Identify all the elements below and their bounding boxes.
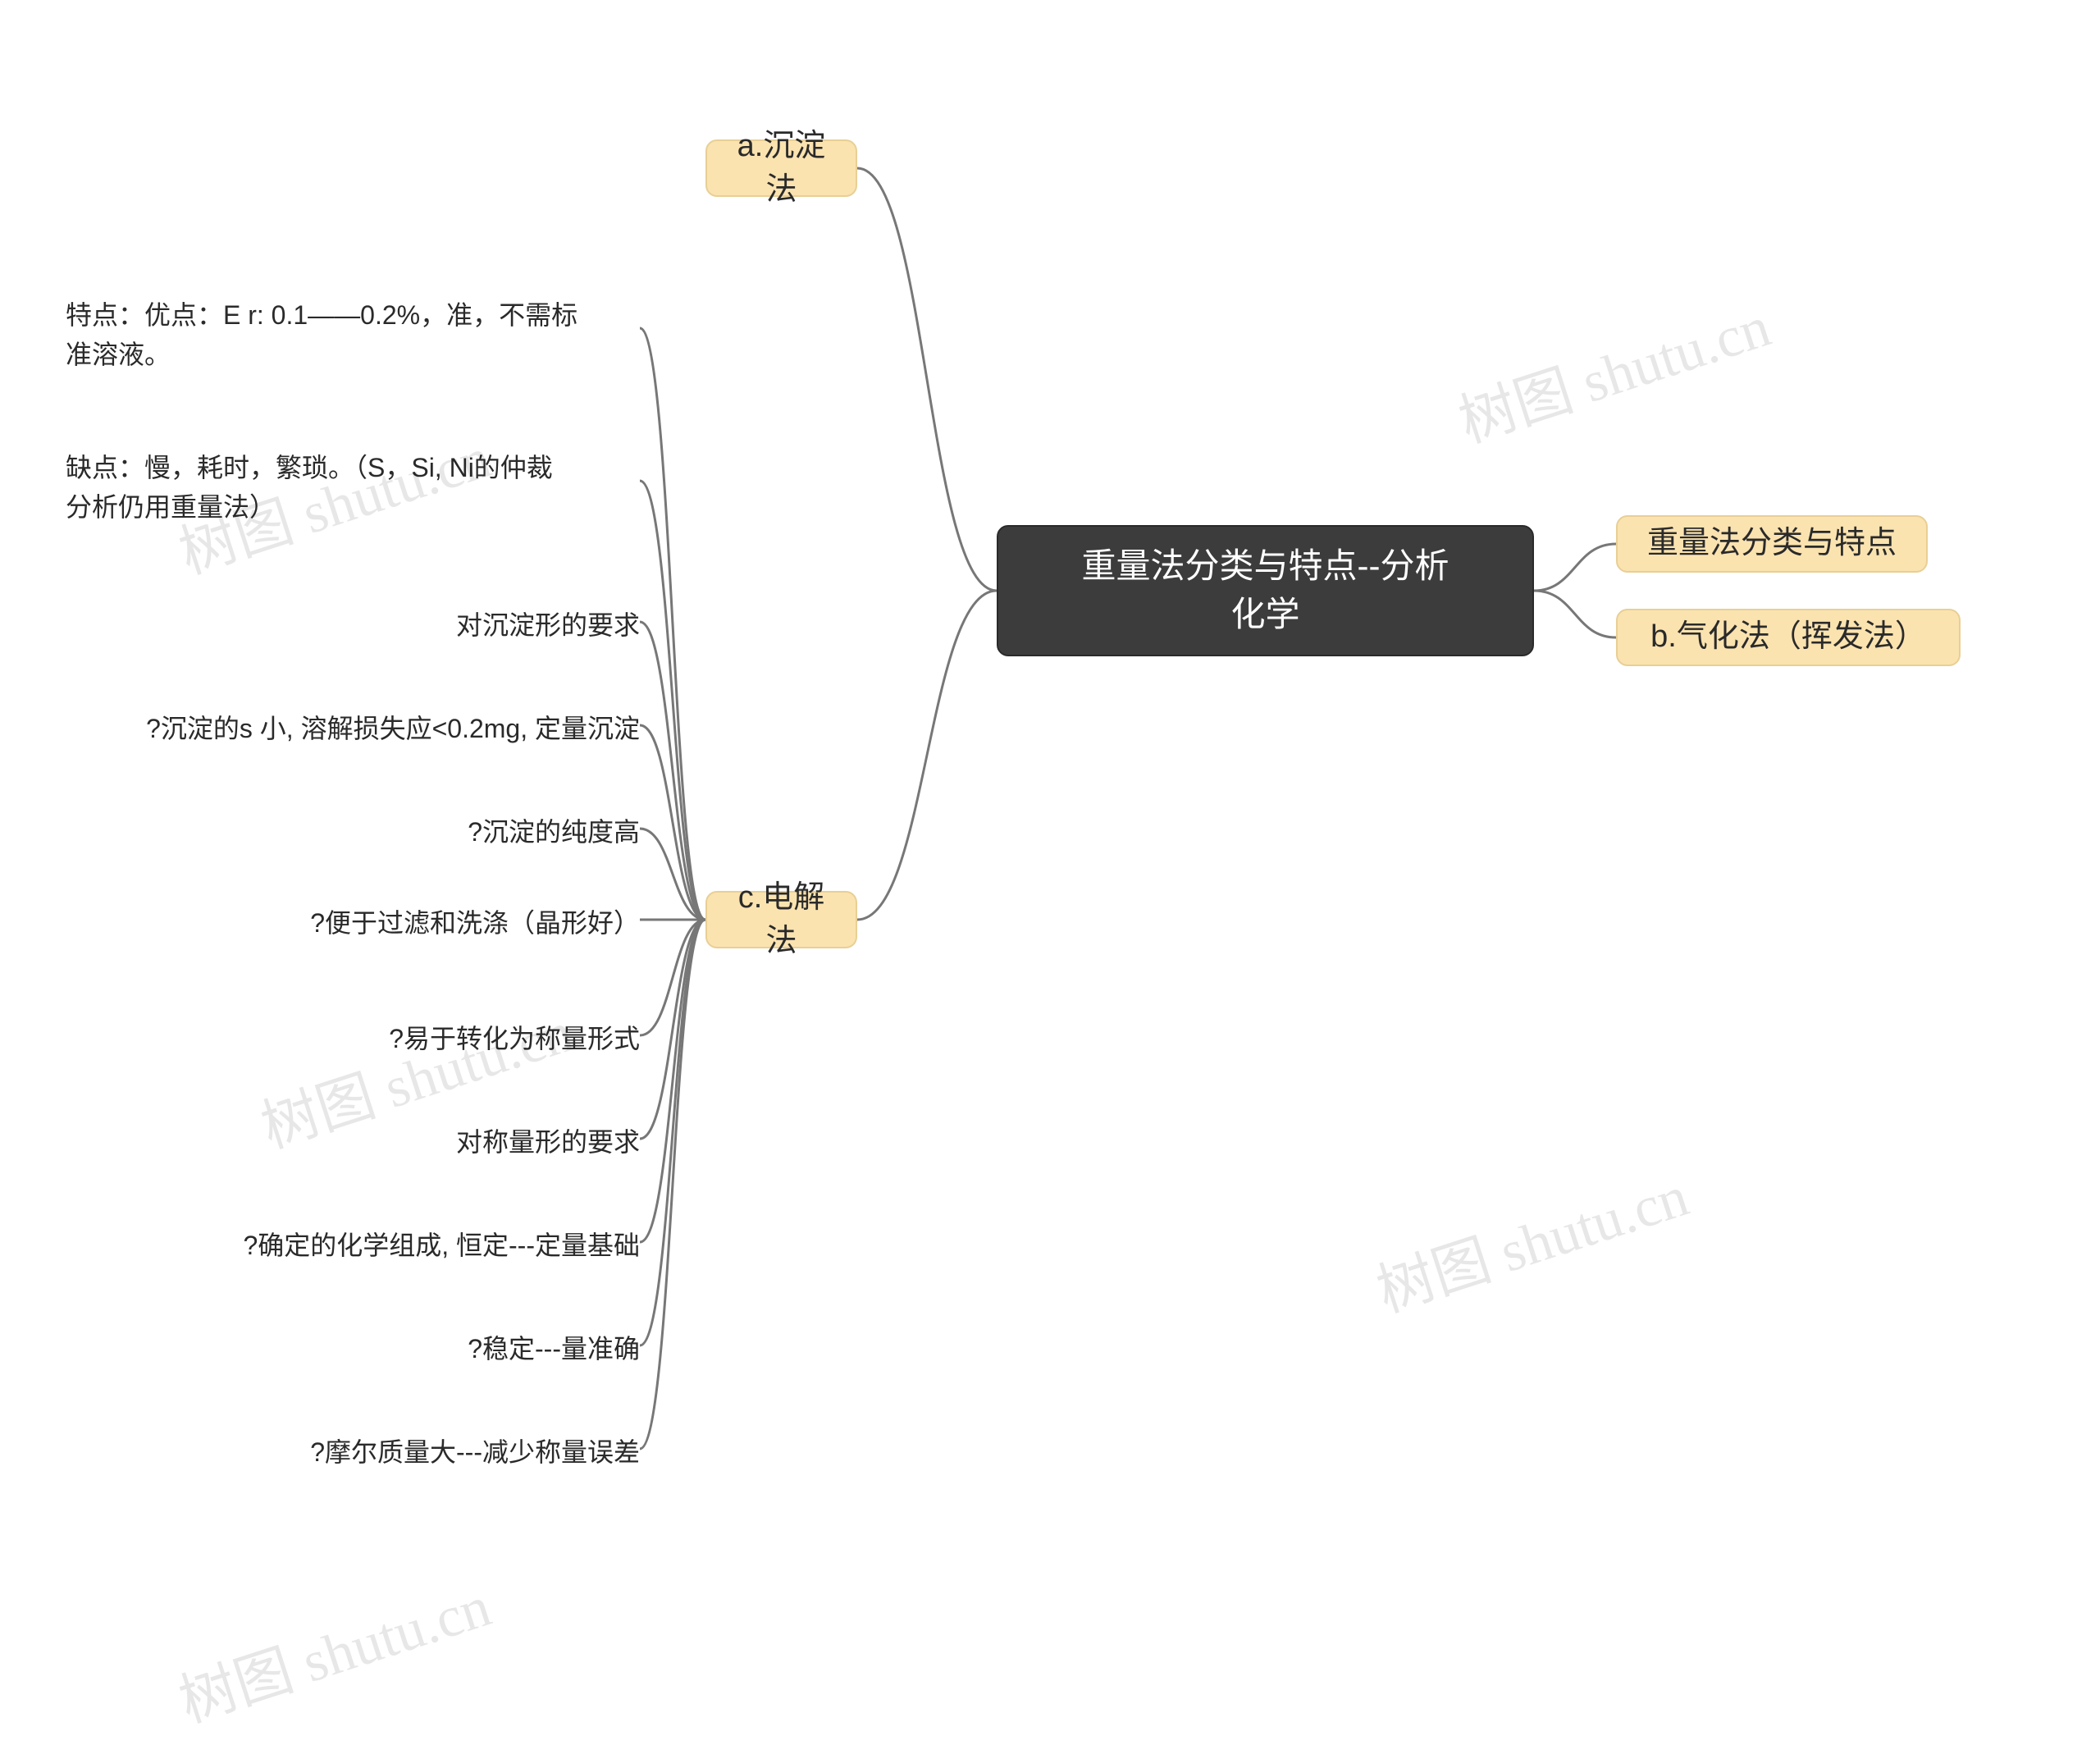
leaf-9-label: ?确定的化学组成, 恒定---定量基础	[243, 1226, 640, 1265]
leaf-7-label: ?易于转化为称量形式	[389, 1019, 640, 1058]
leaf-8-label: 对称量形的要求	[456, 1122, 640, 1162]
leaf-11-label: ?摩尔质量大---减少称量误差	[310, 1432, 640, 1472]
leaf-10: ?稳定---量准确	[66, 1329, 640, 1368]
right-node-2-label: b.气化法（挥发法）	[1650, 615, 1926, 659]
leaf-1: 特点：优点：E r: 0.1——0.2%，准，不需标 准溶液。	[66, 295, 640, 374]
leaf-2-line1: 缺点：慢，耗时，繁琐。（S，Si, Ni的仲裁	[66, 453, 553, 482]
leaf-11: ?摩尔质量大---减少称量误差	[66, 1432, 640, 1472]
watermark: 树图 shutu.cn	[1447, 281, 1779, 459]
leaf-2-line2: 分析仍用重量法）	[66, 492, 276, 522]
leaf-10-label: ?稳定---量准确	[468, 1329, 640, 1368]
right-node-2[interactable]: b.气化法（挥发法）	[1616, 609, 1961, 666]
leaf-5: ?沉淀的纯度高	[66, 812, 640, 852]
leaf-4: ?沉淀的s 小, 溶解损失应<0.2mg, 定量沉淀	[66, 709, 640, 748]
leaf-1-line1: 特点：优点：E r: 0.1——0.2%，准，不需标	[66, 300, 578, 330]
root-node[interactable]: 重量法分类与特点--分析 化学	[997, 525, 1534, 656]
left-node-a[interactable]: a.沉淀法	[705, 139, 857, 197]
left-node-c[interactable]: c.电解法	[705, 891, 857, 948]
leaf-3-label: 对沉淀形的要求	[456, 605, 640, 645]
watermark: 树图 shutu.cn	[1365, 1150, 1697, 1328]
leaf-4-label: ?沉淀的s 小, 溶解损失应<0.2mg, 定量沉淀	[146, 709, 640, 748]
left-node-a-label: a.沉淀法	[730, 125, 833, 212]
leaf-3: 对沉淀形的要求	[66, 605, 640, 645]
leaf-9: ?确定的化学组成, 恒定---定量基础	[66, 1226, 640, 1265]
leaf-2: 缺点：慢，耗时，繁琐。（S，Si, Ni的仲裁 分析仍用重量法）	[66, 448, 640, 527]
leaf-1-line2: 准溶液。	[66, 340, 171, 369]
leaf-7: ?易于转化为称量形式	[66, 1019, 640, 1058]
connectors	[0, 0, 2100, 1745]
leaf-8: 对称量形的要求	[66, 1122, 640, 1162]
leaf-6-label: ?便于过滤和洗涤（晶形好）	[310, 903, 640, 943]
right-node-1[interactable]: 重量法分类与特点	[1616, 515, 1928, 573]
root-line1: 重量法分类与特点--分析	[1082, 546, 1449, 585]
root-line2: 化学	[1230, 595, 1299, 633]
leaf-6: ?便于过滤和洗涤（晶形好）	[66, 903, 640, 943]
watermark: 树图 shutu.cn	[167, 1560, 500, 1738]
right-node-1-label: 重量法分类与特点	[1647, 522, 1897, 565]
left-node-c-label: c.电解法	[730, 876, 833, 963]
leaf-5-label: ?沉淀的纯度高	[468, 812, 640, 852]
